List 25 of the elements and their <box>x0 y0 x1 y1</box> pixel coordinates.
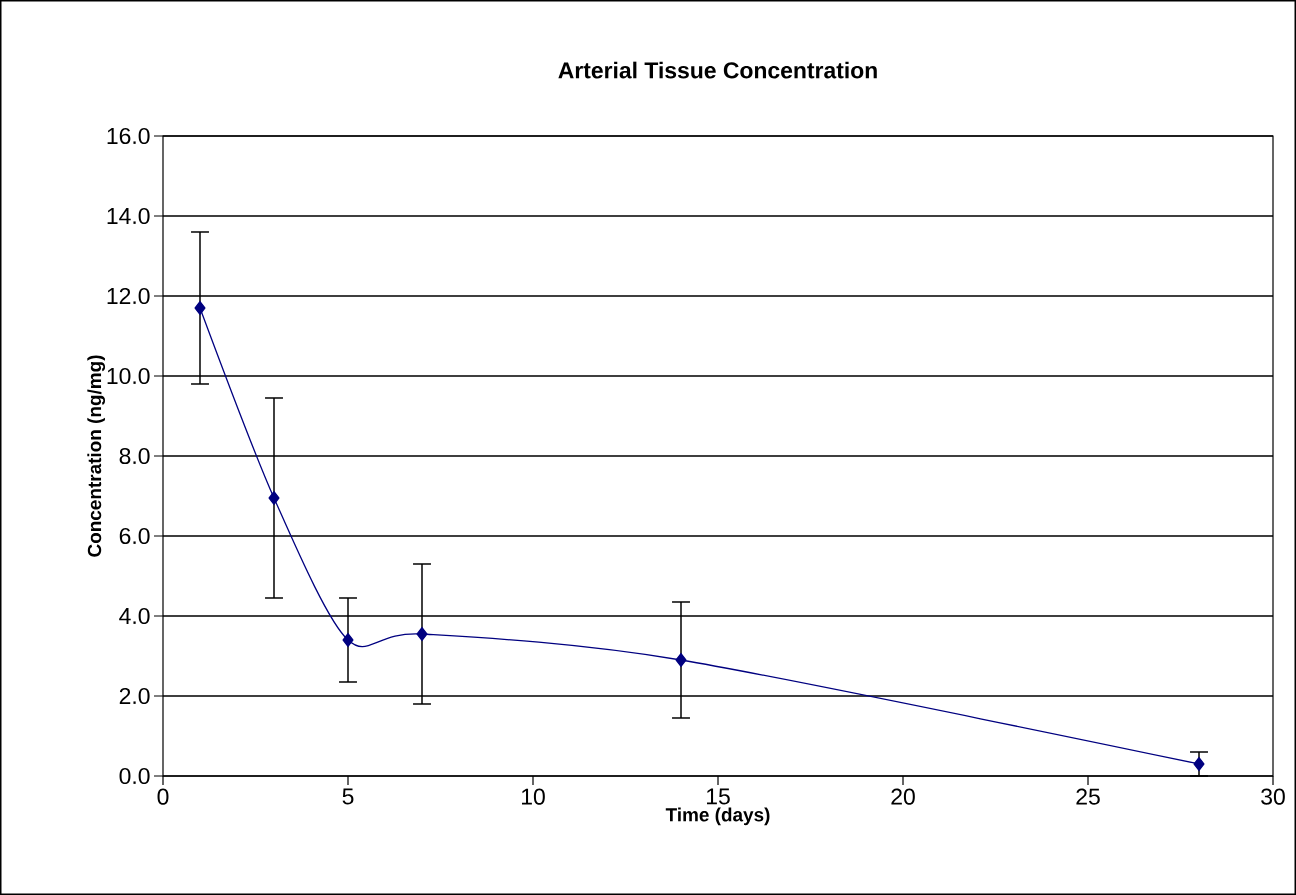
x-tick-label: 25 <box>1076 788 1100 805</box>
y-tick-label: 16.0 <box>107 127 150 145</box>
x-tick-label: 30 <box>1261 788 1285 805</box>
x-tick-label: 0 <box>157 788 169 805</box>
y-tick-label: 6.0 <box>119 527 150 545</box>
x-tick-label: 15 <box>707 788 730 805</box>
x-axis-title: Time (days) <box>665 807 770 826</box>
point <box>194 300 206 316</box>
chart-title: Arterial Tissue Concentration <box>558 61 877 79</box>
point <box>416 626 428 642</box>
point <box>268 490 280 506</box>
y-tick-label: 12.0 <box>107 287 150 305</box>
point <box>342 632 354 648</box>
y-tick-label: 0.0 <box>119 767 150 785</box>
y-tick-label: 10.0 <box>107 367 150 385</box>
point <box>675 652 687 668</box>
y-tick-label: 2.0 <box>119 687 150 705</box>
y-tick-label: 8.0 <box>119 447 150 465</box>
x-tick-label: 10 <box>522 788 545 805</box>
y-tick-label: 14.0 <box>107 207 150 225</box>
point <box>1193 756 1205 772</box>
x-tick-label: 20 <box>891 788 915 805</box>
y-tick-label: 4.0 <box>119 607 150 625</box>
x-tick-label: 5 <box>342 788 354 805</box>
y-axis-title: Concentration (ng/mg) <box>87 355 106 557</box>
